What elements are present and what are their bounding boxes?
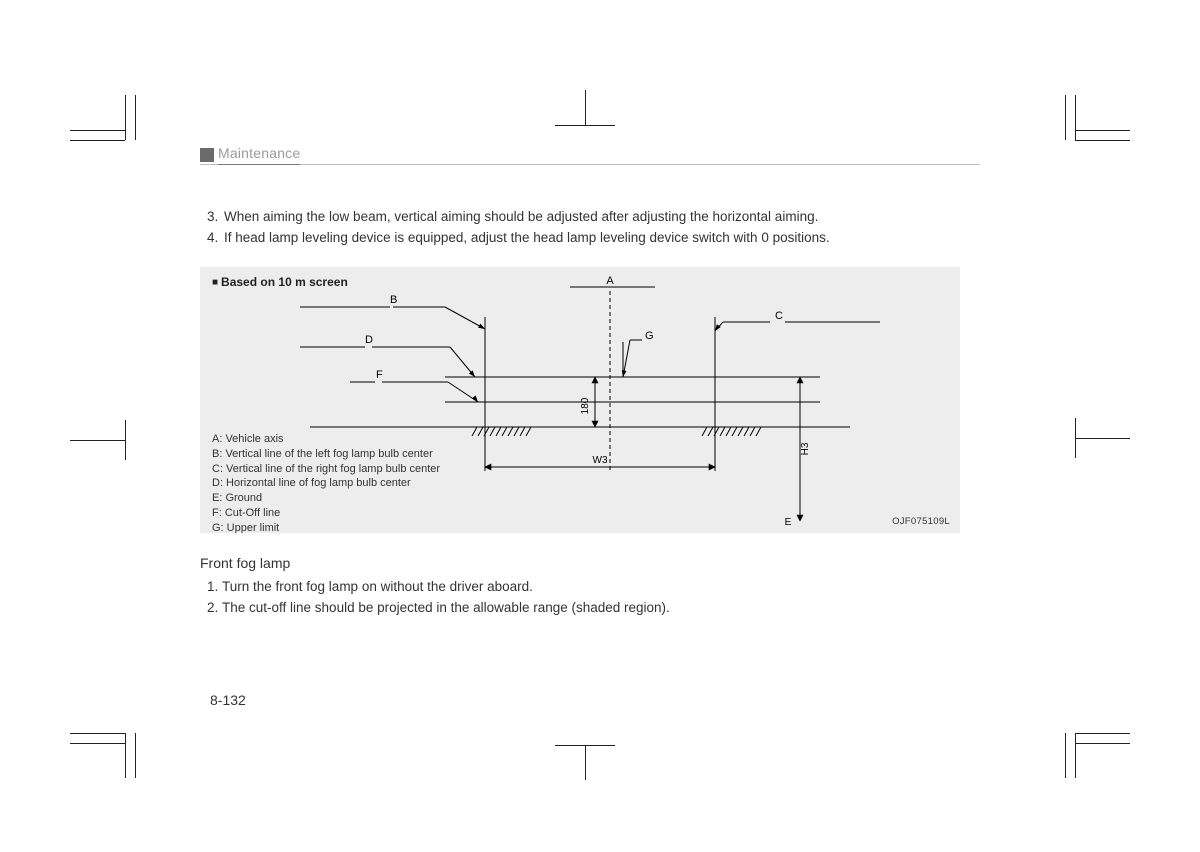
legend-line: A: Vehicle axis (212, 432, 440, 447)
legend-line: G: Upper limit (212, 521, 440, 533)
svg-text:A: A (606, 275, 614, 287)
svg-text:W3: W3 (593, 455, 608, 466)
list-item: The cut-off line should be projected in … (222, 598, 980, 619)
instruction-list-upper: When aiming the low beam, vertical aimin… (222, 207, 980, 249)
legend-line: E: Ground (212, 491, 440, 506)
list-item: When aiming the low beam, vertical aimin… (222, 207, 980, 228)
section-title: Maintenance (218, 145, 300, 165)
instruction-list-lower: Turn the front fog lamp on without the d… (222, 577, 980, 619)
svg-text:D: D (365, 334, 373, 346)
legend-line: C: Vertical line of the right fog lamp b… (212, 462, 440, 477)
running-head: Maintenance (200, 145, 980, 165)
list-item: If head lamp leveling device is equipped… (222, 228, 980, 249)
legend-line: F: Cut-Off line (212, 506, 440, 521)
figure-id: OJF075109L (892, 516, 950, 527)
page-number: 8-132 (210, 692, 246, 708)
figure-legend: A: Vehicle axisB: Vertical line of the l… (212, 432, 440, 533)
legend-line: D: Horizontal line of fog lamp bulb cent… (212, 476, 440, 491)
svg-text:G: G (645, 330, 654, 342)
svg-text:B: B (390, 294, 397, 306)
list-item: Turn the front fog lamp on without the d… (222, 577, 980, 598)
fog-lamp-aim-figure: ■Based on 10 m screen ABCDFG180W3H3E A: … (200, 267, 960, 533)
svg-text:C: C (775, 310, 783, 322)
page-content: Maintenance When aiming the low beam, ve… (200, 145, 980, 619)
svg-text:F: F (376, 369, 383, 381)
header-bar (200, 148, 214, 162)
svg-text:E: E (785, 517, 792, 528)
svg-text:180: 180 (580, 397, 591, 414)
legend-line: B: Vertical line of the left fog lamp bu… (212, 447, 440, 462)
subheading: Front fog lamp (200, 555, 980, 571)
svg-text:H3: H3 (800, 442, 811, 455)
